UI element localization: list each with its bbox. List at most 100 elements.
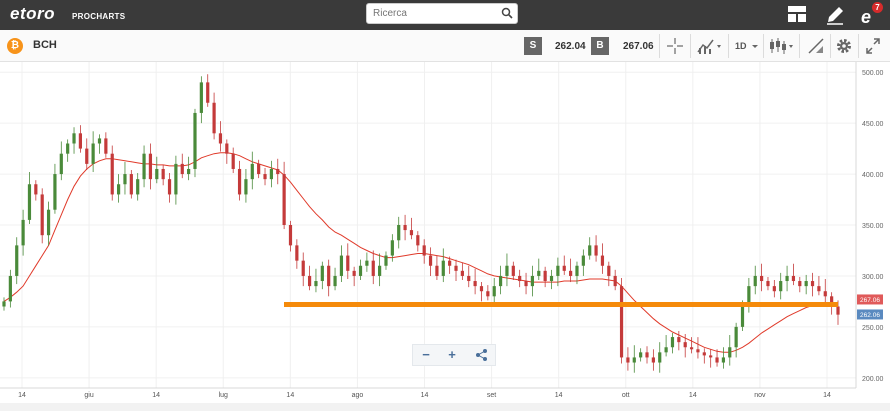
x-axis: 14 giu 14 lug 14 ago 14 set 14 ott 14 nov 14 <box>0 387 856 399</box>
candle-body <box>645 352 649 358</box>
candle-body <box>613 275 617 287</box>
price-chart[interactable]: 500.00 450.00 400.00 350.00 300.00 250.00 200.… <box>0 62 890 403</box>
search-icon[interactable] <box>501 7 513 19</box>
candle-body <box>562 265 566 271</box>
candle-body <box>378 265 382 276</box>
candle-body <box>441 260 445 276</box>
candle-body <box>136 179 140 195</box>
candle-body <box>473 281 477 287</box>
candle-body <box>2 301 6 307</box>
candle-body <box>384 255 388 266</box>
candle-body <box>46 209 51 236</box>
candle-body <box>651 357 655 363</box>
indicators-icon[interactable] <box>696 36 724 56</box>
x-tick-label: set <box>487 392 496 399</box>
candle-body <box>836 306 840 315</box>
crosshair-icon[interactable] <box>665 36 685 56</box>
candle-body <box>193 112 197 169</box>
candle-body <box>600 255 605 266</box>
buy-price[interactable]: 267.06 <box>623 41 654 52</box>
footer-strip <box>0 403 890 411</box>
candle-body <box>187 168 191 175</box>
zoom-out-button[interactable]: − <box>422 347 430 362</box>
candle-body <box>129 174 133 195</box>
candle-body <box>715 357 719 363</box>
sell-button[interactable]: S <box>524 37 542 55</box>
candle-body <box>53 174 57 210</box>
search-box[interactable] <box>366 3 518 24</box>
candle-body <box>626 357 630 363</box>
candle-body <box>728 347 732 358</box>
candle-body <box>549 275 554 282</box>
candle-body <box>288 225 293 246</box>
candle-body <box>59 153 63 175</box>
share-icon[interactable] <box>475 348 489 362</box>
layout-icon[interactable] <box>787 5 807 23</box>
candle-body <box>664 347 668 353</box>
candle-body <box>670 337 675 348</box>
candle-body <box>8 275 12 302</box>
candle-body <box>785 275 789 282</box>
x-tick-label: 14 <box>823 392 831 399</box>
candlestick-type-icon[interactable] <box>768 36 796 56</box>
x-tick-label: nov <box>754 392 766 399</box>
pencil-icon[interactable] <box>825 5 845 25</box>
sell-price[interactable]: 262.04 <box>555 41 586 52</box>
candle-body <box>148 153 153 180</box>
candle-body <box>333 275 337 287</box>
candle-body <box>155 168 159 180</box>
candle-body <box>721 357 726 363</box>
candle-body <box>588 245 592 256</box>
candle-body <box>218 133 223 144</box>
candle-body <box>104 138 108 154</box>
candle-body <box>454 265 458 271</box>
procharts-label: PROCHARTS <box>72 12 126 21</box>
candle-body <box>779 281 783 292</box>
candle-body <box>231 153 235 169</box>
notification-badge: 7 <box>872 2 883 13</box>
candle-body <box>358 265 363 276</box>
candle-body <box>307 275 312 287</box>
candle-body <box>123 174 127 185</box>
candle-body <box>791 275 796 282</box>
candle-body <box>753 275 757 287</box>
etoro-logo[interactable]: etoro <box>10 4 55 23</box>
y-tick-label: 350.00 <box>862 223 884 230</box>
candle-body <box>257 163 261 175</box>
x-tick-label: 14 <box>555 392 563 399</box>
zoom-in-button[interactable]: + <box>448 347 456 362</box>
candle-body <box>575 265 579 276</box>
candle-body <box>734 326 738 348</box>
buy-button[interactable]: B <box>591 37 609 55</box>
notifications-button[interactable]: e 7 <box>860 2 886 28</box>
user-icon: e <box>861 7 871 27</box>
search-input[interactable] <box>373 6 495 21</box>
candle-body <box>524 281 528 287</box>
candle-body <box>511 265 515 276</box>
timeframe-selector[interactable]: 1D <box>735 41 747 51</box>
expand-icon[interactable] <box>864 36 882 56</box>
moving-average-layer <box>3 152 839 353</box>
candle-body <box>435 265 439 276</box>
candle-body <box>352 270 356 276</box>
candle-body <box>760 275 764 282</box>
candles-layer <box>2 74 840 373</box>
chevron-down-icon[interactable] <box>751 36 759 56</box>
ask-price-badge: 262.06 <box>857 309 883 320</box>
candle-body <box>460 270 464 276</box>
x-tick-label: ott <box>622 392 630 399</box>
candle-body <box>276 168 280 175</box>
candle-body <box>167 179 172 195</box>
candle-body <box>371 260 375 276</box>
candle-body <box>225 143 229 154</box>
candle-body <box>403 225 407 231</box>
drawing-tools-icon[interactable] <box>806 36 826 56</box>
candle-body <box>798 281 802 287</box>
gear-icon[interactable] <box>835 36 853 56</box>
candle-body <box>658 352 662 363</box>
candle-body <box>142 153 146 180</box>
candle-body <box>314 281 318 287</box>
candle-body <box>199 82 203 113</box>
candle-body <box>594 245 598 256</box>
candle-body <box>810 281 815 287</box>
